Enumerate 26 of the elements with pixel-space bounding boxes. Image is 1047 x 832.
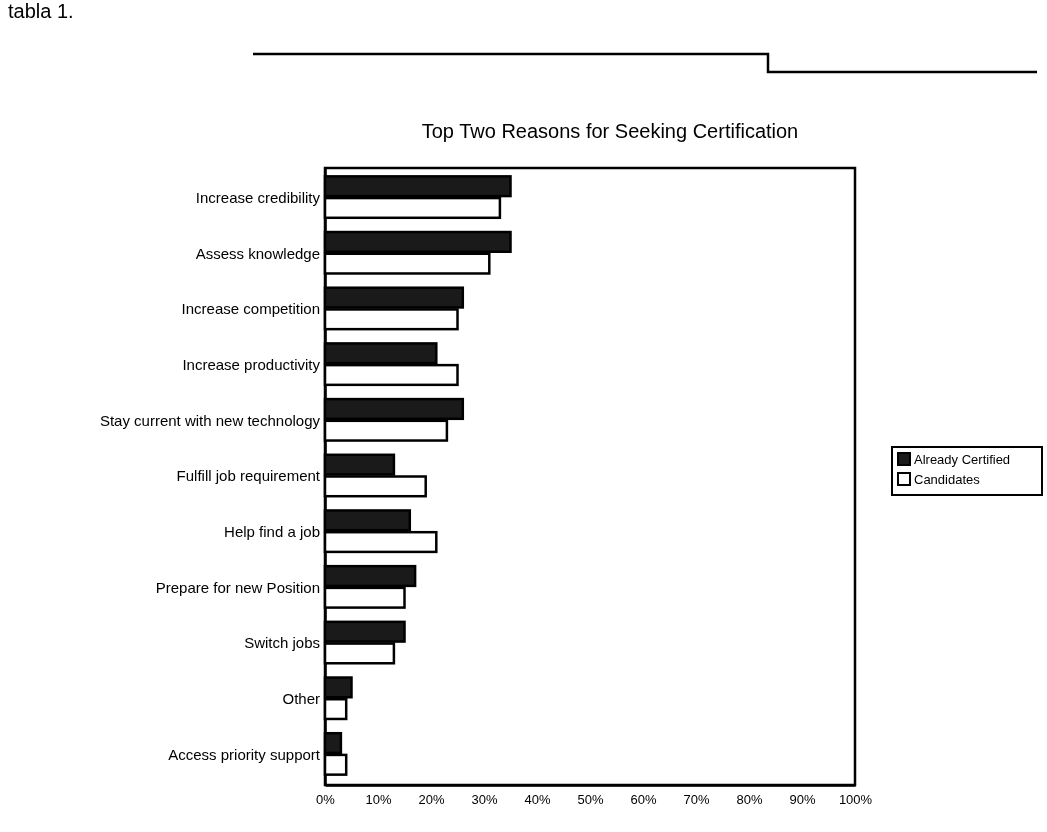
x-tick-label: 40%	[524, 792, 551, 808]
y-tick-label: Switch jobs	[244, 634, 320, 652]
text: tabla 1.	[8, 0, 74, 22]
legend-label: Candidates	[914, 472, 981, 487]
legend-label: Already Certified	[914, 452, 1011, 467]
x-tick-label: 70%	[683, 792, 710, 808]
chart-title: Top Two Reasons for Seeking Certification	[421, 120, 799, 142]
x-tick-label: 80%	[736, 792, 763, 808]
x-tick-label: 50%	[577, 792, 604, 808]
x-tick-label: 0%	[316, 792, 336, 808]
y-tick-label: Assess knowledge	[195, 244, 320, 262]
x-tick-label: 30%	[471, 792, 498, 808]
y-tick-label: Access priority support	[168, 745, 321, 763]
y-tick-label: Prepare for new Position	[155, 578, 320, 596]
y-tick-label: Other	[282, 690, 320, 708]
y-tick-label: Increase competition	[181, 300, 320, 318]
x-tick-label: 90%	[789, 792, 816, 808]
y-tick-label: Fulfill job requirement	[176, 467, 321, 485]
x-tick-label: 100%	[838, 792, 873, 808]
x-tick-label: 20%	[418, 792, 445, 808]
y-tick-label: Help find a job	[224, 522, 320, 540]
y-tick-label: Increase credibility	[195, 188, 321, 206]
y-tick-label: Increase productivity	[182, 355, 321, 373]
y-tick-label: Stay current with new technology	[99, 411, 321, 429]
x-tick-label: 10%	[365, 792, 392, 808]
x-tick-label: 60%	[630, 792, 657, 808]
